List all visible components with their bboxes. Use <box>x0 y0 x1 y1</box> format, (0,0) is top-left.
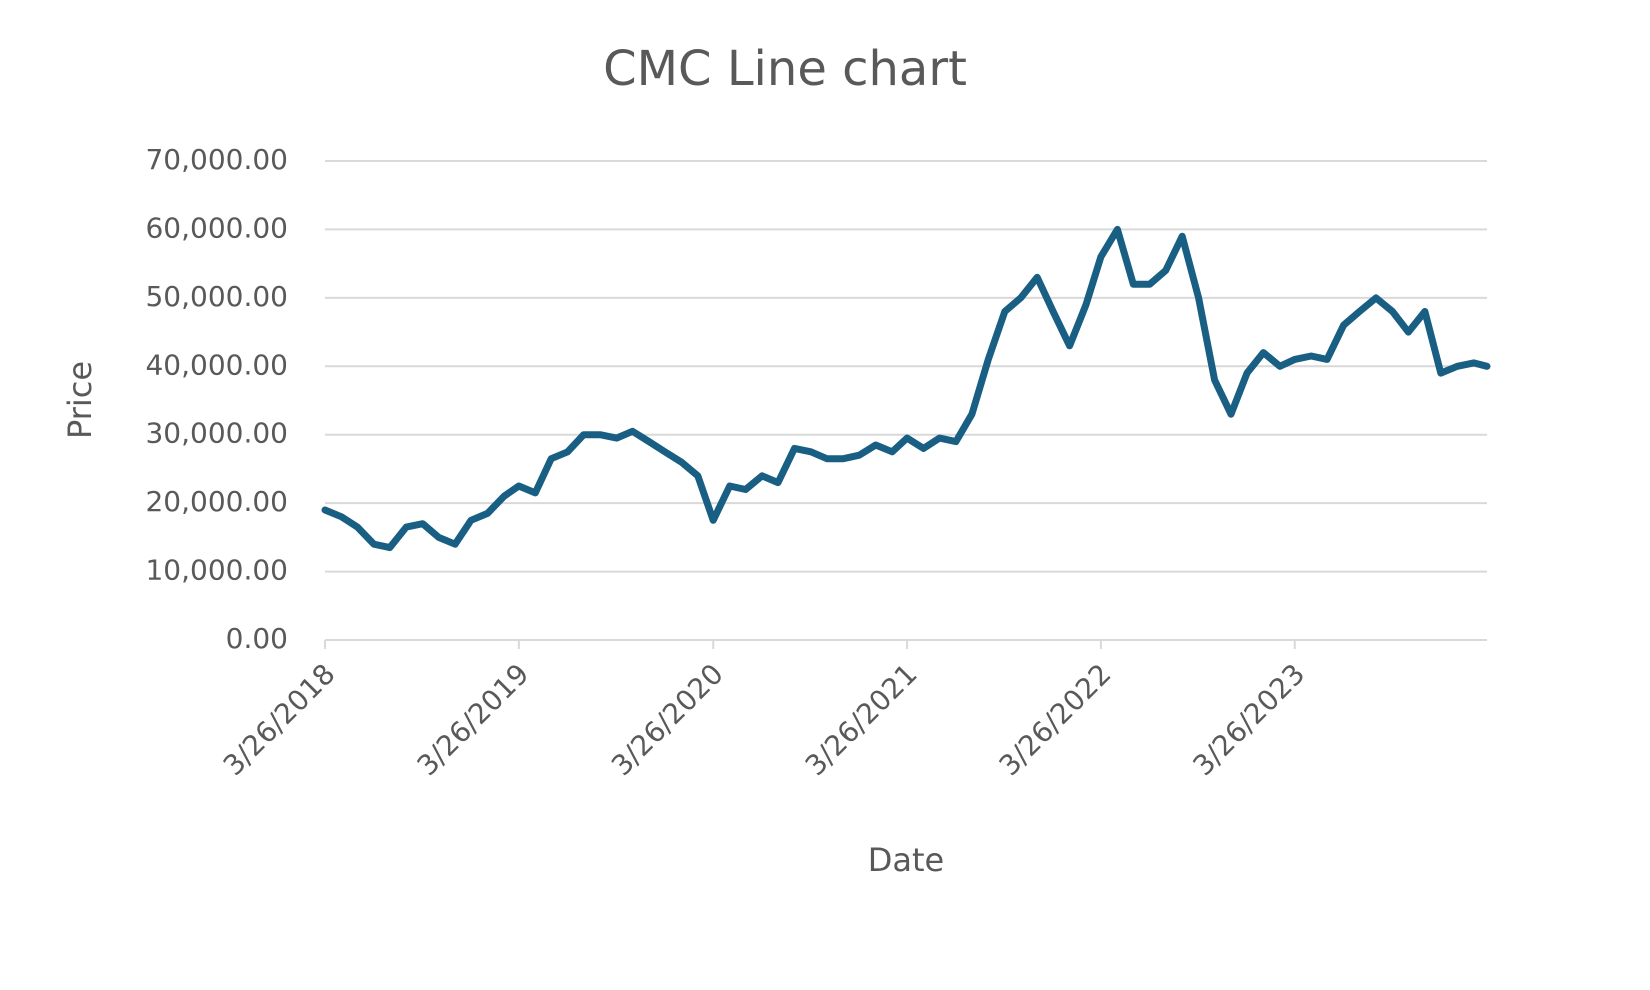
chart-title: CMC Line chart <box>603 41 967 97</box>
x-tick-label: 3/26/2023 <box>1186 657 1311 782</box>
y-tick-label: 40,000.00 <box>145 348 288 381</box>
price-line <box>321 225 1491 552</box>
y-tick-label: 60,000.00 <box>145 211 288 244</box>
x-tick-label: 3/26/2022 <box>993 657 1118 782</box>
y-tick-label: 10,000.00 <box>145 554 288 587</box>
x-tick-label: 3/26/2021 <box>799 657 924 782</box>
x-tick-label: 3/26/2018 <box>217 657 342 782</box>
y-tick-label: 0.00 <box>226 622 288 655</box>
y-tick-label: 20,000.00 <box>145 485 288 518</box>
y-axis-label: Price <box>61 361 99 439</box>
y-tick-label: 30,000.00 <box>145 417 288 450</box>
y-tick-label: 50,000.00 <box>145 280 288 313</box>
x-tick-label: 3/26/2020 <box>605 657 730 782</box>
y-tick-label: 70,000.00 <box>145 143 288 176</box>
x-tick-label: 3/26/2019 <box>411 657 536 782</box>
x-axis-label: Date <box>868 841 944 879</box>
